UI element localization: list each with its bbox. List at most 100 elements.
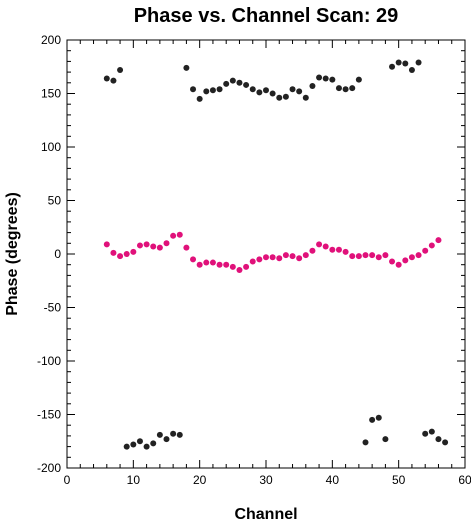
data-point-dark — [269, 90, 276, 97]
data-point-dark — [183, 64, 190, 71]
data-point-magenta — [382, 252, 389, 259]
data-point-dark — [190, 86, 197, 93]
data-point-magenta — [103, 241, 110, 248]
data-point-magenta — [389, 258, 396, 265]
data-point-magenta — [375, 254, 382, 261]
data-point-dark — [408, 66, 415, 73]
data-point-magenta — [130, 248, 137, 255]
data-point-magenta — [342, 248, 349, 255]
data-point-dark — [422, 430, 429, 437]
data-point-magenta — [196, 261, 203, 268]
data-point-dark — [136, 438, 143, 445]
data-point-magenta — [322, 243, 329, 250]
y-tick-label: -200 — [37, 461, 61, 475]
data-point-magenta — [190, 256, 197, 263]
data-point-dark — [249, 86, 256, 93]
data-point-dark — [229, 77, 236, 84]
data-point-dark — [395, 59, 402, 66]
data-point-dark — [309, 83, 316, 90]
y-tick-label: -50 — [44, 301, 62, 315]
data-point-magenta — [123, 251, 130, 257]
data-point-dark — [117, 66, 124, 73]
data-point-magenta — [216, 261, 223, 268]
data-point-magenta — [110, 249, 117, 256]
data-point-dark — [435, 436, 442, 443]
data-point-magenta — [289, 253, 296, 260]
data-point-magenta — [428, 242, 435, 249]
data-point-dark — [382, 436, 389, 443]
x-tick-label: 0 — [64, 473, 71, 487]
data-point-magenta — [415, 252, 422, 259]
data-point-dark — [302, 94, 309, 101]
data-point-dark — [150, 440, 157, 447]
data-point-magenta — [117, 253, 124, 260]
data-point-dark — [329, 76, 336, 83]
data-point-magenta — [203, 259, 210, 266]
data-point-dark — [349, 85, 356, 92]
data-point-magenta — [176, 231, 183, 238]
data-point-magenta — [302, 252, 309, 259]
data-point-magenta — [249, 258, 256, 265]
data-point-dark — [256, 89, 263, 96]
data-point-dark — [196, 95, 203, 102]
data-point-dark — [243, 81, 250, 88]
data-point-dark — [209, 87, 216, 94]
y-axis-label: Phase (degrees) — [4, 192, 21, 316]
data-point-magenta — [309, 247, 316, 254]
data-point-dark — [276, 94, 283, 101]
data-point-dark — [176, 431, 183, 438]
data-point-dark — [335, 85, 342, 92]
data-point-dark — [236, 79, 243, 86]
data-point-magenta — [156, 244, 163, 251]
y-tick-label: 100 — [41, 140, 61, 154]
data-point-magenta — [408, 254, 415, 261]
data-point-magenta — [349, 253, 356, 260]
data-point-dark — [316, 74, 323, 81]
data-point-magenta — [223, 261, 230, 268]
data-point-magenta — [422, 247, 429, 254]
data-point-magenta — [136, 242, 143, 249]
data-point-magenta — [170, 232, 177, 239]
data-point-dark — [442, 439, 449, 446]
data-point-dark — [223, 80, 230, 87]
data-point-magenta — [276, 255, 283, 262]
data-point-magenta — [329, 246, 336, 253]
data-point-dark — [402, 60, 409, 67]
y-tick-label: -100 — [37, 354, 61, 368]
data-point-magenta — [150, 243, 157, 250]
data-point-magenta — [143, 241, 150, 248]
data-point-dark — [282, 93, 289, 100]
x-tick-label: 50 — [392, 473, 406, 487]
data-point-magenta — [435, 237, 442, 244]
data-point-magenta — [355, 253, 362, 260]
data-point-dark — [355, 76, 362, 83]
x-tick-label: 40 — [326, 473, 340, 487]
data-point-magenta — [282, 252, 289, 259]
data-point-magenta — [316, 241, 323, 248]
data-point-dark — [170, 430, 177, 437]
data-point-dark — [389, 63, 396, 70]
data-point-magenta — [163, 240, 170, 247]
x-axis: 0 10 20 30 40 50 60 — [64, 40, 471, 487]
data-point-dark — [163, 436, 170, 443]
x-tick-label: 30 — [259, 473, 273, 487]
data-point-magenta — [229, 263, 236, 270]
y-tick-label: 0 — [54, 247, 61, 261]
data-point-magenta — [256, 256, 263, 263]
data-point-dark — [143, 443, 150, 450]
data-point-dark — [296, 88, 303, 95]
x-tick-label: 10 — [127, 473, 141, 487]
data-point-dark — [110, 77, 117, 84]
data-point-dark — [362, 439, 369, 446]
data-point-magenta — [296, 255, 303, 262]
data-point-dark — [322, 75, 329, 82]
data-point-magenta — [243, 263, 250, 270]
data-point-magenta — [236, 267, 243, 274]
data-point-magenta — [209, 259, 216, 266]
data-point-magenta — [402, 257, 409, 264]
chart-title: Phase vs. Channel Scan: 29 — [134, 5, 399, 27]
data-point-dark — [369, 416, 376, 423]
data-point-dark — [342, 86, 349, 93]
data-point-magenta — [395, 261, 402, 268]
